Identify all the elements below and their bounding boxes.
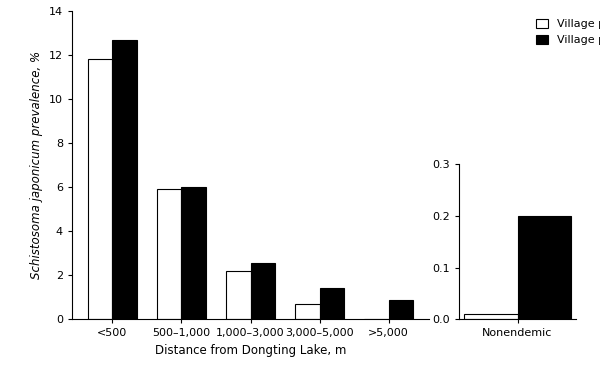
- Bar: [226, 271, 251, 319]
- Bar: [88, 59, 112, 319]
- Bar: [517, 216, 571, 319]
- X-axis label: Distance from Dongting Lake, m: Distance from Dongting Lake, m: [155, 344, 346, 357]
- Bar: [320, 289, 344, 319]
- Y-axis label: Schistosoma japonicum prevalence, %: Schistosoma japonicum prevalence, %: [30, 51, 43, 279]
- Legend: Village prevalence before migrants arrived, Village prevalence after migrants ar: Village prevalence before migrants arriv…: [534, 17, 600, 48]
- Bar: [181, 187, 206, 319]
- Bar: [464, 314, 517, 319]
- Bar: [112, 40, 137, 319]
- Bar: [389, 300, 413, 319]
- Bar: [157, 189, 181, 319]
- Bar: [295, 304, 320, 319]
- Bar: [251, 263, 275, 319]
